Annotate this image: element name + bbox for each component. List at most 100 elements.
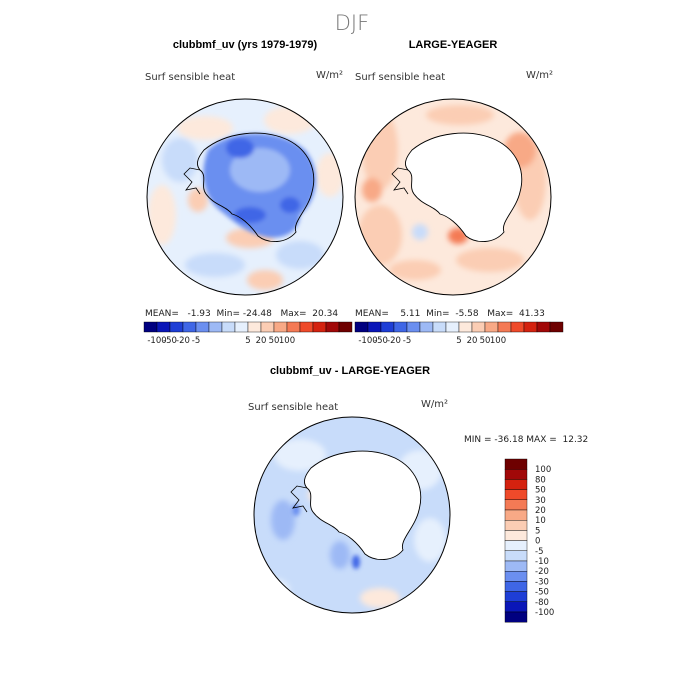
page-title: DJF [335,11,369,35]
colorbar-tick-label: -50 [535,588,549,598]
colorbar-swatch [273,321,288,333]
panel-title: clubbmf_uv - LARGE-YEAGER [270,365,430,377]
colorbar-tick-label: 100 [535,465,551,475]
colorbar-tick-label: 50 [480,336,491,346]
colorbar-swatch [504,458,528,470]
colorbar-swatch [325,321,340,333]
stats-line: MIN = -36.18 MAX = 12.32 [464,435,588,445]
colorbar-swatch [504,469,528,480]
colorbar-tick-label: -50 [374,336,388,346]
colorbar-swatch [536,321,551,333]
colorbar-tick-label: 5 [456,336,461,346]
colorbar-swatch [510,321,525,333]
colorbar-swatch [523,321,538,333]
colorbar-swatch [156,321,171,333]
colorbar-tick-label: 20 [535,506,546,516]
colorbar-tick-label: 5 [535,526,540,536]
colorbar-swatch [504,560,528,572]
colorbar-swatch [504,499,528,511]
colorbar-swatch [260,321,275,333]
colorbar-tick-label: -20 [176,336,190,346]
map-obs [355,99,551,295]
colorbar-swatch [221,321,236,333]
colorbar-tick-label: -5 [403,336,411,346]
colorbar-swatch [471,321,486,333]
colorbar-tick-label: 10 [535,516,546,526]
colorbar-swatch [195,321,210,333]
colorbar-swatch [458,321,473,333]
colorbar-tick-label: 20 [256,336,267,346]
colorbar-swatch [484,321,499,333]
colorbar-swatch [504,530,528,541]
colorbar-swatch [504,571,528,582]
colorbar-swatch [504,520,528,531]
colorbar-swatch [299,321,314,333]
panel-title: LARGE-YEAGER [409,39,498,51]
colorbar-tick-label: 30 [535,496,546,506]
stats-line: MEAN= -1.93 Min= -24.48 Max= 20.34 [145,309,338,319]
units-label: W/m² [316,70,343,81]
colorbar-swatch [393,321,408,333]
colorbar-tick-label: -100 [535,608,554,618]
panel-obs: LARGE-YEAGER Surf sensible heat W/m² MEA… [354,39,564,346]
colorbar-swatch [549,321,564,333]
colorbar-swatch [286,321,301,333]
colorbar-swatch [169,321,184,333]
colorbar-swatch [504,479,528,490]
colorbar-swatch [367,321,382,333]
map-diff [254,417,450,613]
colorbar-tick-label: -100 [358,336,377,346]
colorbar-tick-label: 0 [535,537,540,547]
colorbar-tick-label: -5 [192,336,200,346]
colorbar-tick-label: 5 [245,336,250,346]
panel-diff: clubbmf_uv - LARGE-YEAGER Surf sensible … [248,365,588,623]
variable-label: Surf sensible heat [145,72,235,83]
colorbar-tick-label: -10 [535,557,549,567]
colorbar: -100-50 -20 -5 5 20 50 100 [354,321,564,346]
colorbar-swatch [208,321,223,333]
variable-label: Surf sensible heat [248,402,338,413]
colorbar-tick-label: -80 [535,598,549,608]
colorbar-swatch [380,321,395,333]
colorbar-swatch [504,550,528,562]
units-label: W/m² [421,399,448,410]
colorbar-tick-label: -30 [535,577,549,587]
colorbar-swatch [504,540,528,551]
colorbar-tick-label: 100 [279,336,295,346]
colorbar-swatch [354,321,369,333]
colorbar-swatch [504,509,528,521]
colorbar-swatch [182,321,197,333]
colorbar-swatch [504,601,528,613]
colorbar-tick-label: -20 [535,567,549,577]
colorbar-swatch [497,321,512,333]
colorbar-tick-label: -50 [163,336,177,346]
variable-label: Surf sensible heat [355,72,445,83]
colorbar-swatch [247,321,262,333]
colorbar-tick-label: 80 [535,475,546,485]
units-label: W/m² [526,70,553,81]
colorbar-swatch [445,321,460,333]
colorbar-swatch [234,321,249,333]
panel-title: clubbmf_uv (yrs 1979-1979) [173,39,318,51]
colorbar-swatch [143,321,158,333]
colorbar-tick-label: -20 [387,336,401,346]
colorbar-swatch [504,489,528,501]
stats-line: MEAN= 5.11 Min= -5.58 Max= 41.33 [355,309,545,319]
colorbar-swatch [504,591,528,602]
colorbar-swatch [312,321,327,333]
colorbar-tick-label: 20 [467,336,478,346]
panel-model: clubbmf_uv (yrs 1979-1979) Surf sensible… [143,39,353,346]
colorbar-tick-label: 50 [269,336,280,346]
colorbar-tick-label: 50 [535,486,546,496]
colorbar-tick-label: -100 [147,336,166,346]
colorbar-swatch [419,321,434,333]
colorbar-swatch [338,321,353,333]
colorbar-swatch [432,321,447,333]
colorbar-tick-label: 100 [490,336,506,346]
colorbar-swatch [504,611,528,623]
map-model [147,99,343,295]
colorbar: -100-50 -20 -5 5 20 50 100 [143,321,353,346]
colorbar-tick-label: -5 [535,547,543,557]
